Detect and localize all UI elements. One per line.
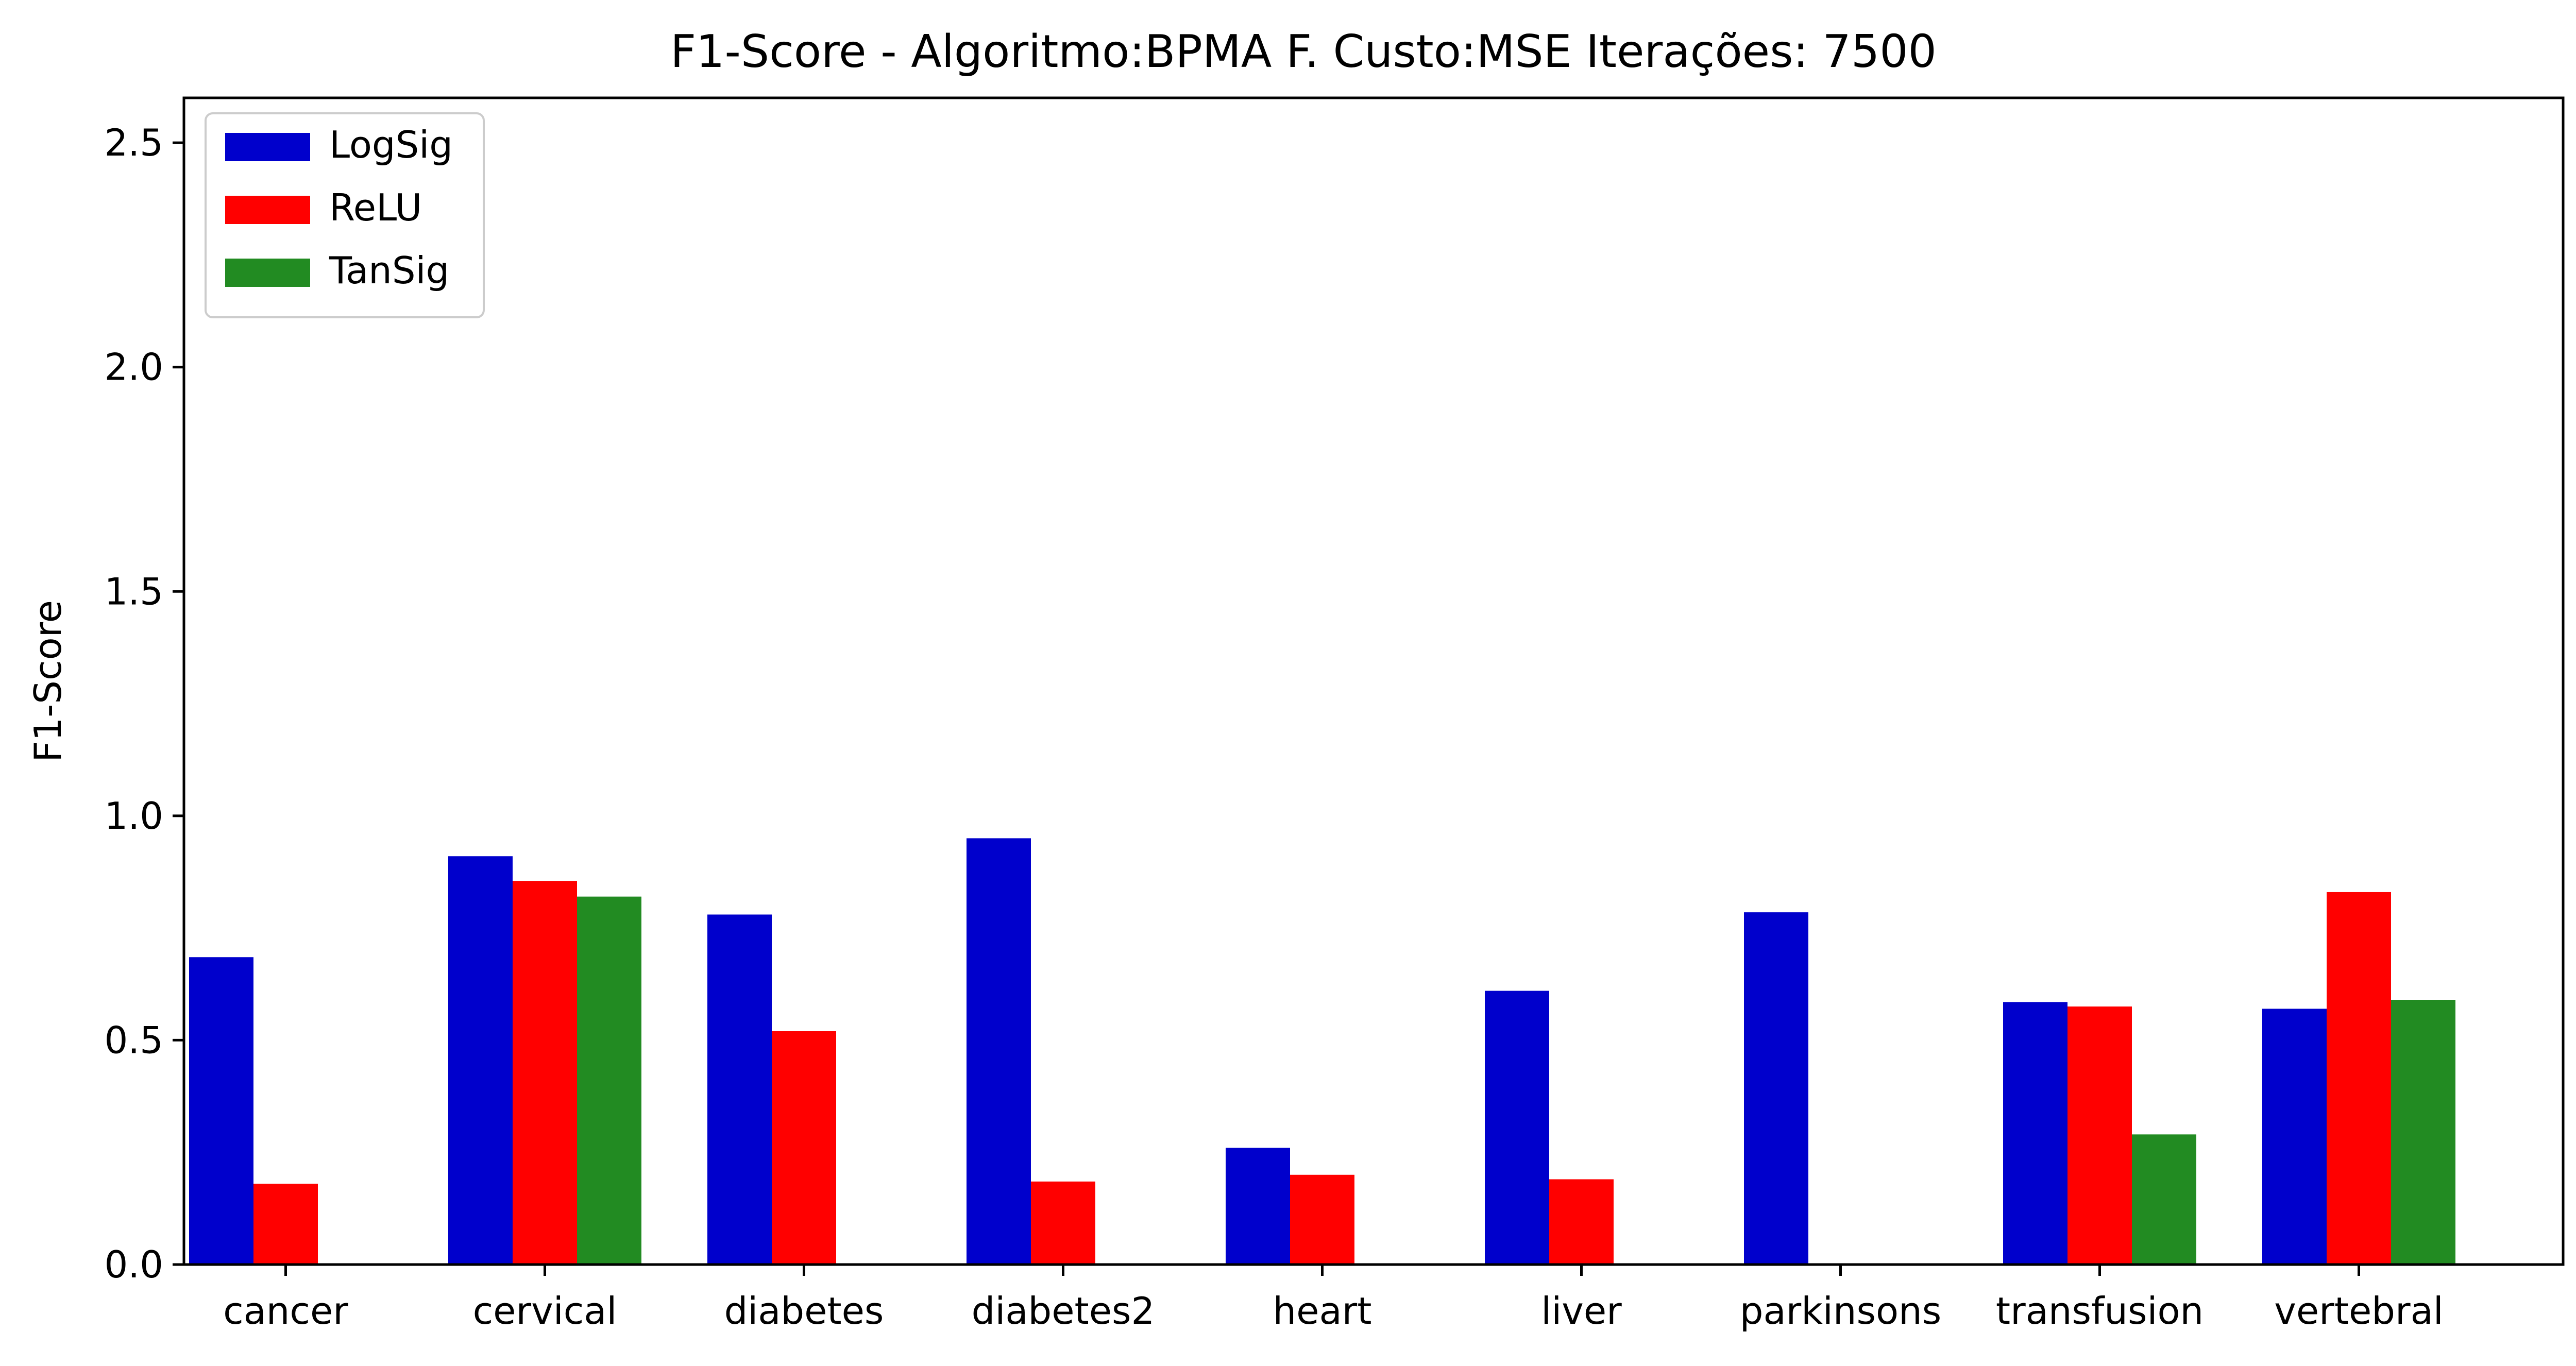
- x-tick-label-cervical: cervical: [473, 1289, 617, 1333]
- plot-area-frame: [182, 96, 2565, 1266]
- legend-label-tansig: TanSig: [329, 249, 449, 292]
- bar-logsig-vertebral: [2262, 1009, 2327, 1265]
- y-tick-label: 2.5: [104, 121, 163, 164]
- y-tick-label: 2.0: [104, 346, 163, 389]
- bar-relu-liver: [1549, 1179, 1614, 1265]
- x-tick-label-cancer: cancer: [223, 1289, 348, 1333]
- x-tick-label-heart: heart: [1273, 1289, 1372, 1333]
- legend-label-logsig: LogSig: [329, 123, 453, 166]
- y-axis-ticks: 0.0 0.5 1.0 1.5 2.0 2.5: [104, 121, 184, 1286]
- bar-relu-diabetes2: [1031, 1181, 1095, 1265]
- bar-tansig-cervical: [577, 896, 641, 1265]
- x-tick-label-transfusion: transfusion: [1996, 1289, 2204, 1333]
- chart-title: F1-Score - Algoritmo:BPMA F. Custo:MSE I…: [670, 25, 1937, 78]
- x-tick-label-diabetes: diabetes: [724, 1289, 884, 1333]
- bar-relu-diabetes: [772, 1031, 836, 1265]
- legend-swatch-relu: [225, 196, 310, 224]
- bar-relu-cervical: [513, 881, 577, 1265]
- y-tick-label: 1.5: [104, 570, 163, 613]
- y-tick-label: 0.0: [104, 1243, 163, 1286]
- legend-label-relu: ReLU: [329, 186, 422, 229]
- bars-group: [189, 838, 2455, 1265]
- bar-logsig-liver: [1485, 991, 1549, 1265]
- legend: LogSig ReLU TanSig: [205, 112, 485, 318]
- bar-logsig-cancer: [189, 957, 253, 1265]
- bar-tansig-vertebral: [2391, 1000, 2455, 1265]
- y-tick-label: 1.0: [104, 794, 163, 838]
- y-axis-label: F1-Score: [26, 600, 70, 762]
- bar-logsig-diabetes: [707, 914, 772, 1265]
- bar-relu-cancer: [253, 1184, 318, 1265]
- bar-relu-vertebral: [2327, 892, 2391, 1265]
- legend-swatch-tansig: [225, 259, 310, 287]
- bar-tansig-transfusion: [2132, 1134, 2196, 1265]
- bar-logsig-heart: [1226, 1148, 1290, 1265]
- y-tick-label: 0.5: [104, 1018, 163, 1062]
- x-tick-label-diabetes2: diabetes2: [972, 1289, 1155, 1333]
- bar-relu-transfusion: [2067, 1006, 2132, 1265]
- bar-logsig-parkinsons: [1744, 912, 1808, 1265]
- bar-logsig-transfusion: [2003, 1002, 2067, 1265]
- legend-swatch-logsig: [225, 133, 310, 161]
- x-tick-label-vertebral: vertebral: [2274, 1289, 2443, 1333]
- bar-logsig-diabetes2: [967, 838, 1031, 1265]
- bar-relu-heart: [1290, 1174, 1354, 1265]
- x-axis-ticks: cancer cervical diabetes diabetes2 heart live…: [223, 1265, 2444, 1333]
- x-tick-label-parkinsons: parkinsons: [1740, 1289, 1941, 1333]
- x-tick-label-liver: liver: [1541, 1289, 1622, 1333]
- bar-logsig-cervical: [448, 856, 513, 1265]
